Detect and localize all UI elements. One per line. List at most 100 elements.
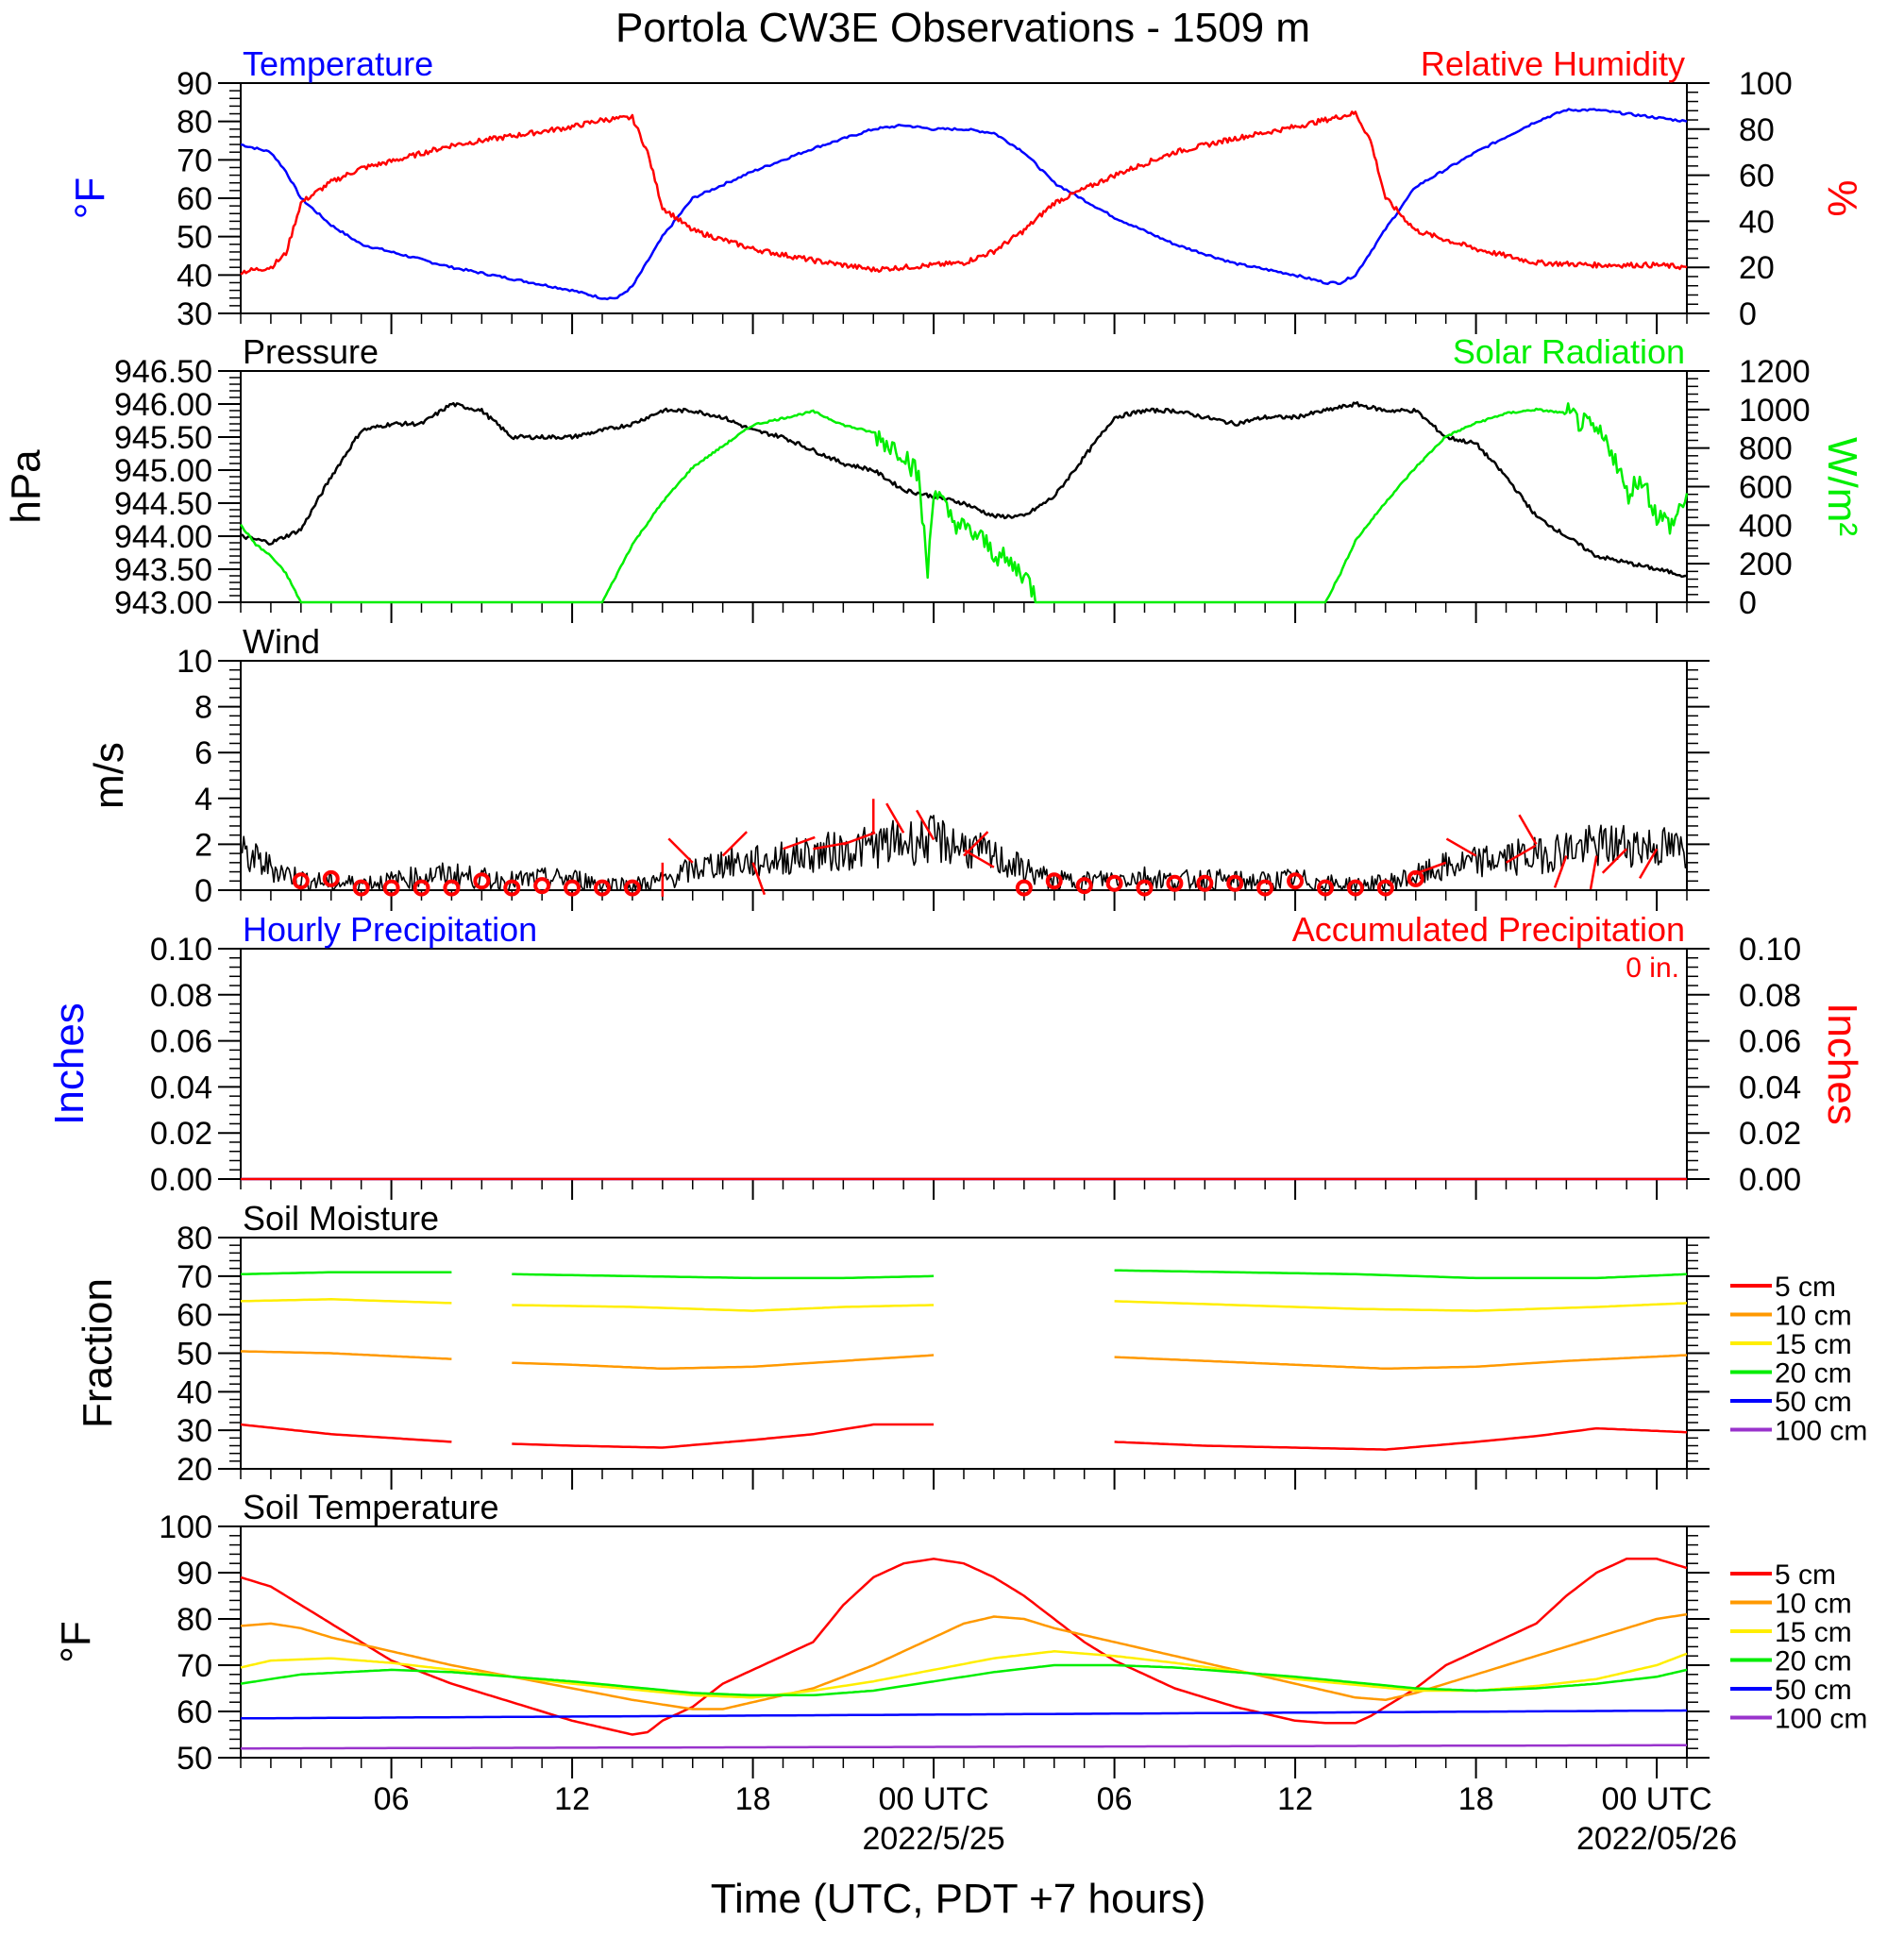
wind-barb xyxy=(783,835,816,851)
y-axis-unit: Fraction xyxy=(75,1278,121,1428)
legend-label: 10 cm xyxy=(1775,1589,1852,1620)
x-axis-label: Time (UTC, PDT +7 hours) xyxy=(711,1876,1205,1922)
wind-calm-marker xyxy=(322,869,340,887)
y-tick-label: 80 xyxy=(177,105,212,141)
y-tick-label: 90 xyxy=(177,1556,212,1592)
y-tick-label-right: 80 xyxy=(1739,112,1775,148)
wind-barb xyxy=(1413,861,1447,876)
x-tick-label: 00 UTC xyxy=(1602,1781,1712,1817)
y-tick-label-right: 0.06 xyxy=(1739,1024,1801,1060)
legend-label: 100 cm xyxy=(1775,1704,1867,1735)
y-axis-unit: hPa xyxy=(3,449,49,524)
y-axis-unit-right: Inches xyxy=(1819,1003,1865,1125)
y-axis-unit: m/s xyxy=(86,742,132,809)
wind-barb xyxy=(1505,844,1537,864)
y-tick-label-right: 200 xyxy=(1739,547,1793,582)
wind-calm-marker xyxy=(382,879,400,897)
y-tick-label: 60 xyxy=(177,1694,212,1730)
panel-soil_temp: 50 60 70 80 90 100 Soil Temperature °F xyxy=(53,1488,1710,1778)
y-tick-label: 40 xyxy=(177,1374,212,1410)
y-tick-label: 20 xyxy=(177,1452,212,1488)
legend-label: 5 cm xyxy=(1775,1559,1836,1591)
y-tick-label-right: 800 xyxy=(1739,431,1793,467)
panel-title: Soil Moisture xyxy=(243,1199,439,1238)
panel-title: Temperature xyxy=(243,44,433,83)
y-tick-label: 0.06 xyxy=(150,1024,212,1060)
x-tick-date: 2022/5/25 xyxy=(862,1821,1004,1857)
soil-moisture-line xyxy=(512,1272,935,1280)
y-tick-label: 946.00 xyxy=(114,387,212,423)
pressure-line xyxy=(240,401,1687,579)
y-tick-label: 50 xyxy=(177,220,212,256)
y-tick-label: 30 xyxy=(177,1413,212,1449)
chart-title: Portola CW3E Observations - 1509 m xyxy=(615,5,1310,51)
y-tick-label: 50 xyxy=(177,1337,212,1373)
panel-title: Soil Temperature xyxy=(243,1488,498,1526)
soil-temp-line xyxy=(240,1558,1688,1736)
legend-label: 5 cm xyxy=(1775,1272,1836,1303)
y-tick-label-right: 600 xyxy=(1739,470,1793,506)
panel-title: Wind xyxy=(243,622,320,661)
y-tick-label: 70 xyxy=(177,143,212,178)
panel-frame xyxy=(240,370,1688,603)
wind-calm-marker xyxy=(1196,874,1214,892)
wind-calm-marker xyxy=(1226,874,1244,892)
panel-title-right: Relative Humidity xyxy=(1421,44,1685,83)
y-tick-label: 945.00 xyxy=(114,453,212,489)
y-tick-label-right: 400 xyxy=(1739,508,1793,544)
y-tick-label: 2 xyxy=(194,827,212,863)
x-tick-date: 2022/05/26 xyxy=(1576,1821,1737,1857)
panel-title: Pressure xyxy=(243,332,379,371)
wind-speed-line xyxy=(240,815,1688,891)
y-tick-label-right: 0 xyxy=(1739,296,1757,332)
y-tick-label: 0.00 xyxy=(150,1162,212,1198)
panel-frame xyxy=(240,82,1688,314)
soil-moisture-line xyxy=(240,1298,452,1305)
y-tick-label-right: 0.10 xyxy=(1739,932,1801,968)
y-tick-label: 80 xyxy=(177,1602,212,1638)
y-tick-label: 0.02 xyxy=(150,1116,212,1152)
y-tick-label: 30 xyxy=(177,296,212,332)
panel-title-right: Solar Radiation xyxy=(1453,332,1685,371)
y-tick-label: 0.10 xyxy=(150,932,212,968)
wind-barb xyxy=(813,841,848,851)
solar-radiation-line xyxy=(239,402,1689,604)
legend-label: 20 cm xyxy=(1775,1646,1852,1677)
wind-barb xyxy=(1639,848,1659,880)
soil-moisture-line xyxy=(512,1423,935,1449)
wind-calm-marker xyxy=(1287,872,1305,890)
legend-label: 10 cm xyxy=(1775,1301,1852,1332)
wind-barb xyxy=(885,802,905,834)
humidity-line xyxy=(240,110,1688,276)
y-tick-label: 100 xyxy=(159,1509,212,1545)
y-tick-label: 945.50 xyxy=(114,420,212,456)
soil-moisture-line xyxy=(1114,1426,1688,1451)
soil-temp-line xyxy=(240,1663,1688,1697)
panel-title: Hourly Precipitation xyxy=(243,910,537,949)
wind-barb xyxy=(964,849,995,868)
soil-moisture-line xyxy=(1114,1300,1688,1312)
wind-calm-marker xyxy=(1317,879,1334,897)
panel-wind: 0 2 4 6 8 10 Wind m/s xyxy=(86,622,1710,911)
soil-moisture-line xyxy=(241,1350,452,1360)
wind-calm-marker xyxy=(1376,879,1394,897)
y-tick-label-right: 0.08 xyxy=(1739,978,1801,1014)
wind-calm-marker xyxy=(473,872,491,890)
x-tick-label: 18 xyxy=(735,1781,771,1817)
panel-frame xyxy=(240,948,1688,1180)
panel-frame xyxy=(240,1525,1688,1759)
wind-calm-marker xyxy=(1407,869,1424,887)
y-tick-label: 8 xyxy=(194,690,212,726)
wind-barb xyxy=(842,831,876,846)
legend-label: 50 cm xyxy=(1775,1675,1852,1706)
y-tick-label-right: 0.02 xyxy=(1739,1116,1801,1152)
y-axis-unit: °F xyxy=(67,177,113,219)
y-tick-label: 0.08 xyxy=(150,978,212,1014)
wind-calm-marker xyxy=(292,872,310,890)
wind-calm-marker xyxy=(1105,874,1123,892)
x-tick-label: 18 xyxy=(1458,1781,1494,1817)
y-tick-label: 60 xyxy=(177,1298,212,1334)
wind-calm-marker xyxy=(352,879,370,897)
